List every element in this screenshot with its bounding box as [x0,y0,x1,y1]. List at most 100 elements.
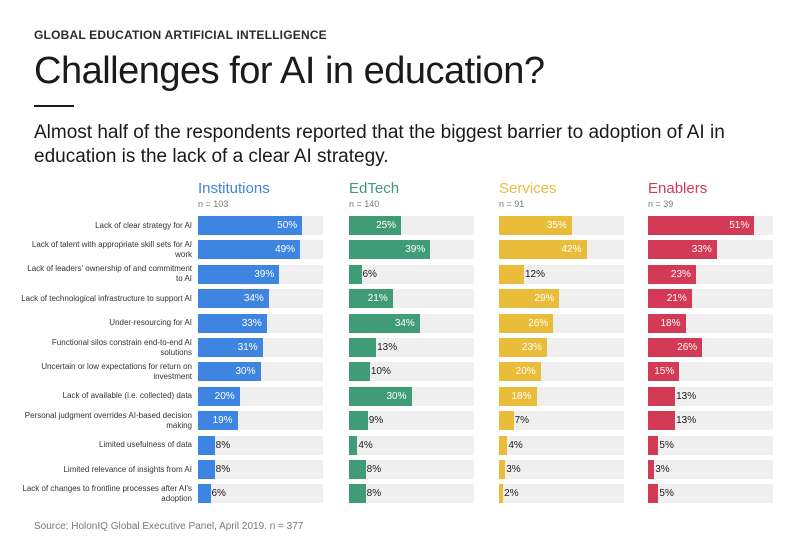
bar-track: 18% [499,386,624,406]
bar-track: 21% [648,289,773,309]
category-label: Uncertain or low expectations for return… [41,361,192,381]
bar-value-label: 3% [506,464,521,475]
bar-track: 34% [349,313,474,333]
bar-value-label: 8% [215,439,231,451]
bar-value-label: 13% [377,342,398,353]
bar-track: 7% [499,411,624,431]
bar [499,264,524,284]
bar-value-label: 18% [660,317,681,329]
bar [499,313,554,333]
bar [198,435,215,455]
subtitle: Almost half of the respondents reported … [34,122,725,167]
bar [499,484,504,504]
bar-track: 12% [499,264,624,284]
bar-value-label: 4% [358,439,373,451]
bar [648,216,755,235]
bar [648,386,676,406]
bar [648,435,659,455]
bar-value-label: 8% [366,488,382,500]
category-label: Functional silos constrain end-to-end AI… [51,337,192,357]
bar [349,460,366,479]
bar-value-label: 15% [654,366,675,378]
bar-track: 8% [349,460,474,479]
bar-track: 23% [648,264,773,284]
bar-track: 9% [349,411,474,431]
group-sample-size: n = 39 [648,199,674,209]
bar-value-label: 29% [534,293,555,305]
bar [648,484,659,504]
bar [648,240,717,260]
title-rule [34,105,74,107]
bar-track: 30% [198,362,323,382]
bar-value-label: 3% [655,464,670,475]
bar-value-label: 25% [376,220,397,231]
group-header-institutions: Institutions n = 103 [198,180,323,209]
bar [499,362,541,382]
group-header-services: Services n = 91 [499,180,624,209]
bar-value-label: 39% [254,268,275,280]
group-header-edtech: EdTech n = 140 [349,180,474,209]
bar-value-label: 18% [511,390,532,402]
bar-track: 20% [198,386,323,406]
bar-track: 35% [499,216,624,235]
bar [198,338,263,357]
bar-value-label: 35% [546,220,567,231]
bar-track: 18% [648,313,773,333]
bar-track: 33% [648,240,773,260]
bar [198,484,211,504]
bar-track: 31% [198,338,323,357]
bar [499,289,560,309]
bar [198,264,280,284]
bar-value-label: 5% [659,439,674,451]
bar-track: 33% [198,313,323,333]
bar [349,240,431,260]
bar-value-label: 30% [386,390,407,402]
bar [198,313,267,333]
bar [349,216,402,235]
bar-value-label: 39% [405,244,426,256]
category-label: Limited relevance of insights from AI [63,464,192,474]
bar-track: 25% [349,216,474,235]
bar-value-label: 30% [235,366,256,378]
bar-track: 13% [349,338,474,357]
bar [499,460,506,479]
bar [198,216,303,235]
bar [349,411,368,431]
bar-track: 5% [648,435,773,455]
category-label: Personal judgment overrides AI-based dec… [24,410,192,430]
group-sample-size: n = 103 [198,199,229,209]
bar [349,338,377,357]
category-label: Under-resourcing for AI [109,318,192,328]
category-label: Lack of technological infrastructure to … [21,293,192,303]
group-name: Institutions [198,180,270,197]
bar-track: 49% [198,240,323,260]
bar-track: 4% [349,435,474,455]
bar-value-label: 50% [277,220,298,231]
bar [648,264,696,284]
bar-track: 3% [648,460,773,479]
bar-value-label: 23% [670,268,691,280]
group-name: Services [499,180,557,197]
category-label: Lack of available (i.e. collected) data [62,391,192,401]
kicker: GLOBAL EDUCATION ARTIFICIAL INTELLIGENCE [34,28,327,42]
bar [499,240,587,260]
bar-track: 39% [349,240,474,260]
category-label: Lack of talent with appropriate skill se… [31,239,192,259]
bar-value-label: 34% [394,317,415,329]
bar-value-label: 33% [691,244,712,256]
bar [499,411,514,431]
bar-track: 15% [648,362,773,382]
bar-track: 2% [499,484,624,504]
bar-value-label: 31% [237,342,258,353]
bar [499,216,572,235]
bar-value-label: 13% [676,415,697,427]
bar [198,240,301,260]
bar-value-label: 13% [676,390,697,402]
bar-value-label: 20% [515,366,536,378]
bar-track: 3% [499,460,624,479]
bar [499,338,547,357]
category-label: Limited usefulness of data [99,440,192,450]
bar [648,338,703,357]
bar-track: 5% [648,484,773,504]
bar-track: 51% [648,216,773,235]
